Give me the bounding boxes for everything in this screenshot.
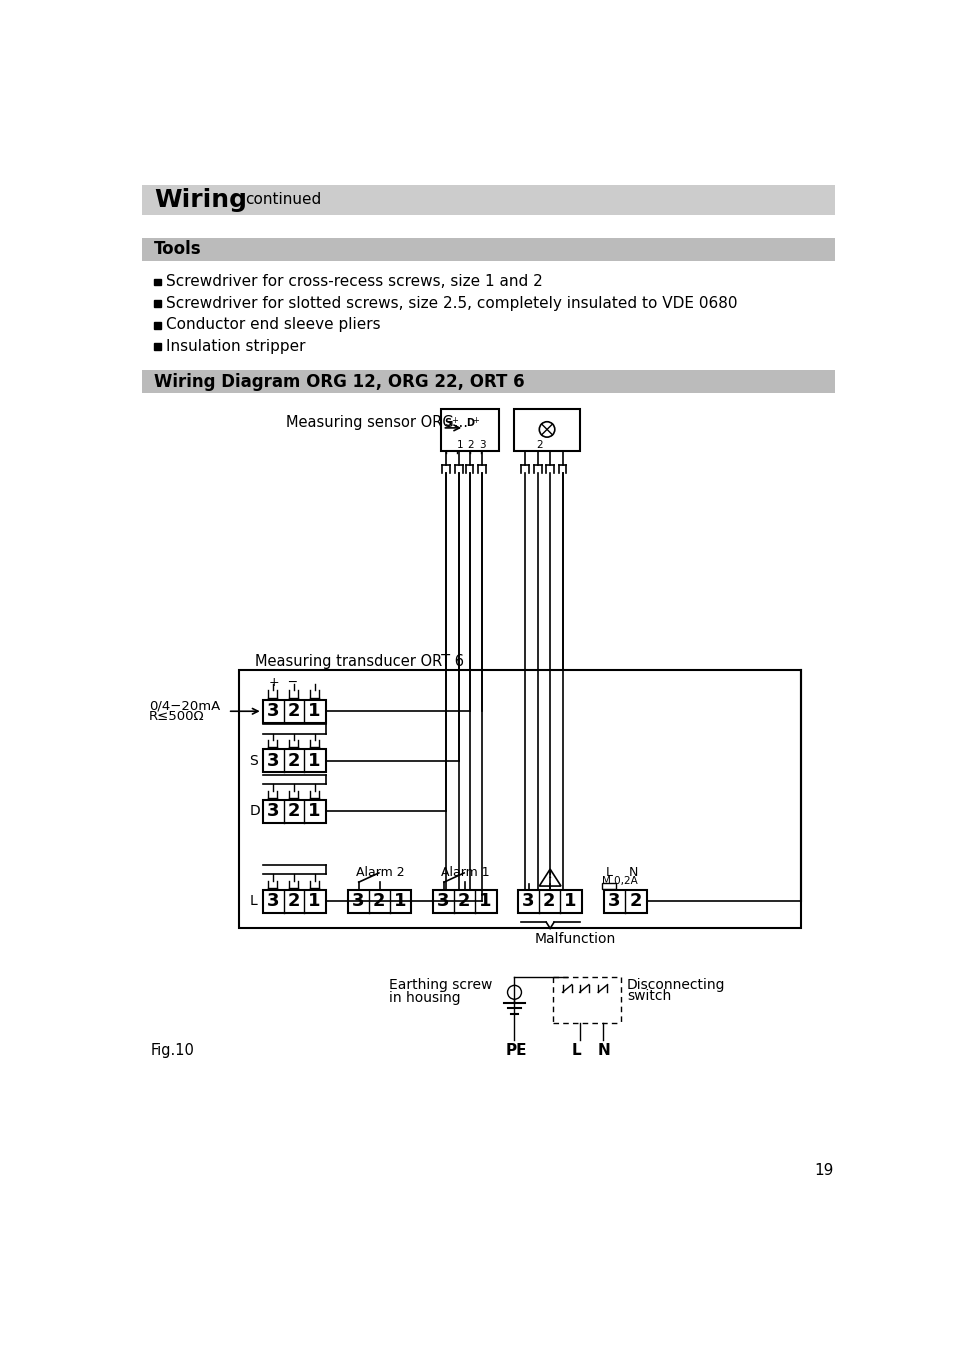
Text: D: D [249, 804, 260, 818]
Text: N: N [597, 1042, 610, 1057]
Text: 3: 3 [266, 702, 278, 721]
Bar [142, 370, 835, 393]
Text: !: ! [547, 871, 552, 880]
Text: Fig.10: Fig.10 [150, 1042, 193, 1057]
Bar [262, 749, 326, 772]
Text: 1: 1 [308, 892, 320, 910]
Bar [517, 890, 581, 913]
Text: 2: 2 [457, 892, 470, 910]
Text: R≤500Ω: R≤500Ω [149, 710, 204, 723]
Text: 3: 3 [436, 892, 449, 910]
Text: Measuring transducer ORT 6: Measuring transducer ORT 6 [254, 654, 463, 669]
Text: Alarm 1: Alarm 1 [440, 867, 489, 879]
Text: D: D [465, 418, 474, 427]
Text: S: S [249, 753, 258, 768]
Text: 1: 1 [456, 439, 462, 450]
Text: Wiring Diagram ORG 12, ORG 22, ORT 6: Wiring Diagram ORG 12, ORG 22, ORT 6 [154, 373, 524, 391]
Bar [262, 800, 326, 823]
Text: 3: 3 [608, 892, 620, 910]
Bar [603, 890, 646, 913]
Bar [154, 300, 161, 307]
Text: 2: 2 [287, 752, 299, 769]
Text: +  −: + − [269, 676, 297, 690]
Text: 2: 2 [287, 802, 299, 821]
Text: 2: 2 [287, 702, 299, 721]
Text: 2: 2 [287, 892, 299, 910]
Text: Conductor end sleeve pliers: Conductor end sleeve pliers [166, 318, 380, 333]
Text: L: L [249, 895, 257, 909]
Text: Measuring sensor ORG...: Measuring sensor ORG... [286, 415, 467, 430]
Bar [262, 700, 326, 723]
Text: 1: 1 [308, 802, 320, 821]
Text: continued: continued [245, 192, 321, 207]
Text: 3: 3 [479, 439, 486, 450]
Text: 3: 3 [266, 752, 278, 769]
Bar [154, 279, 161, 285]
Bar [154, 322, 161, 329]
Bar [601, 883, 616, 890]
Text: 3: 3 [521, 892, 534, 910]
Text: Insulation stripper: Insulation stripper [166, 339, 305, 354]
Text: 1: 1 [308, 752, 320, 769]
Text: M 0,2A: M 0,2A [601, 876, 638, 886]
Text: 19: 19 [814, 1164, 833, 1179]
Text: 2: 2 [373, 892, 385, 910]
Bar [262, 890, 326, 913]
Bar [154, 343, 161, 350]
Text: 2: 2 [467, 439, 474, 450]
Text: 2: 2 [542, 892, 555, 910]
Text: 3: 3 [266, 802, 278, 821]
Text: 1: 1 [563, 892, 576, 910]
Text: switch: switch [626, 990, 670, 1003]
Text: Alarm 2: Alarm 2 [355, 867, 404, 879]
Text: in housing: in housing [389, 991, 460, 1006]
Text: Screwdriver for slotted screws, size 2.5, completely insulated to VDE 0680: Screwdriver for slotted screws, size 2.5… [166, 296, 737, 311]
Text: PE: PE [505, 1042, 526, 1057]
Text: 1: 1 [308, 702, 320, 721]
Text: +: + [472, 415, 478, 425]
Bar [239, 671, 801, 929]
Text: 3: 3 [352, 892, 364, 910]
Text: Tools: Tools [154, 241, 201, 258]
Text: 0/4−20mA: 0/4−20mA [149, 699, 220, 713]
Text: Wiring: Wiring [154, 188, 247, 212]
Bar [433, 890, 497, 913]
Text: L: L [605, 867, 613, 879]
Text: S: S [444, 418, 452, 427]
Text: 2: 2 [629, 892, 641, 910]
Text: Screwdriver for cross-recess screws, size 1 and 2: Screwdriver for cross-recess screws, siz… [166, 274, 542, 289]
Text: +: + [451, 415, 457, 425]
Text: 2: 2 [536, 439, 542, 450]
Text: 1: 1 [394, 892, 406, 910]
Text: Disconnecting: Disconnecting [626, 977, 724, 991]
Bar [142, 185, 835, 215]
Text: 3: 3 [266, 892, 278, 910]
Text: L: L [571, 1042, 581, 1057]
Bar [514, 408, 579, 452]
Text: N: N [628, 867, 638, 879]
Text: 1: 1 [478, 892, 491, 910]
Bar [348, 890, 411, 913]
Bar [440, 408, 498, 452]
Text: Earthing screw: Earthing screw [389, 977, 492, 991]
Bar [142, 238, 835, 261]
Text: Malfunction: Malfunction [534, 932, 616, 946]
